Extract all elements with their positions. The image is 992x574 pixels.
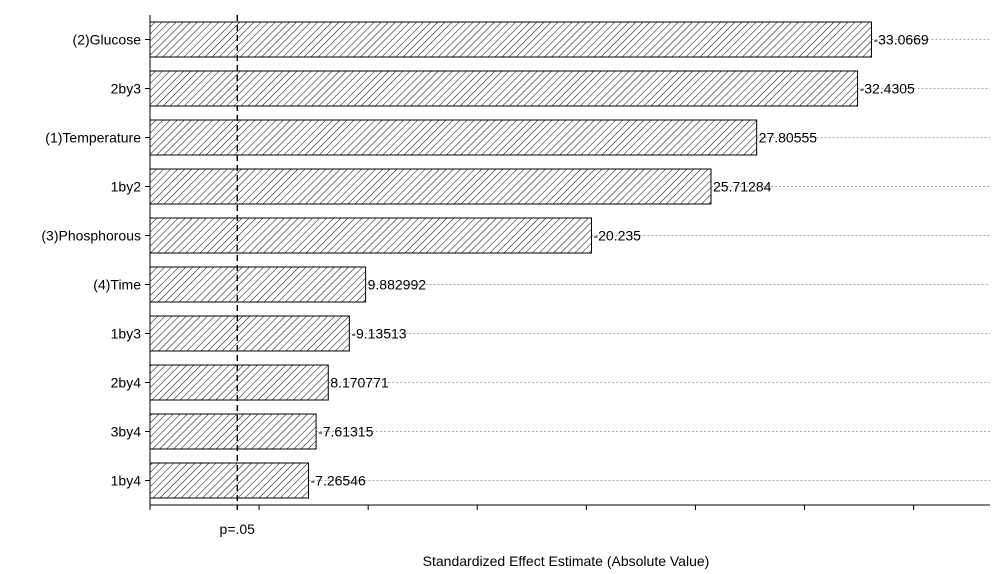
value-label-7: 8.170771 xyxy=(330,375,389,391)
value-label-9: -7.26546 xyxy=(311,473,366,489)
category-label-7: 2by4 xyxy=(111,375,142,391)
category-label-6: 1by3 xyxy=(111,326,142,342)
threshold-label: p=.05 xyxy=(220,521,256,537)
category-label-0: (2)Glucose xyxy=(73,32,142,48)
bar-1 xyxy=(149,70,859,107)
value-label-6: -9.13513 xyxy=(351,326,406,342)
value-label-0: -33.0669 xyxy=(873,32,928,48)
category-label-9: 1by4 xyxy=(111,473,142,489)
x-axis-title: Standardized Effect Estimate (Absolute V… xyxy=(423,553,710,569)
category-label-3: 1by2 xyxy=(111,179,142,195)
category-label-8: 3by4 xyxy=(111,424,142,440)
value-label-3: 25.71284 xyxy=(713,179,772,195)
bar-3 xyxy=(149,168,712,205)
category-label-4: (3)Phosphorous xyxy=(41,228,141,244)
bar-5 xyxy=(149,266,367,303)
bar-8 xyxy=(149,413,317,450)
bar-4 xyxy=(149,217,592,254)
value-label-5: 9.882992 xyxy=(368,277,427,293)
category-label-5: (4)Time xyxy=(93,277,141,293)
category-label-1: 2by3 xyxy=(111,81,142,97)
bar-2 xyxy=(149,119,758,156)
value-label-4: -20.235 xyxy=(593,228,641,244)
value-label-1: -32.4305 xyxy=(860,81,915,97)
bar-6 xyxy=(149,315,350,352)
category-label-2: (1)Temperature xyxy=(45,130,141,146)
bar-0 xyxy=(149,21,872,58)
value-label-2: 27.80555 xyxy=(759,130,818,146)
bar-7 xyxy=(149,364,329,401)
plot-area: (2)Glucose -33.0669 2by3 -32.4305 (1)Tempera… xyxy=(41,15,990,537)
value-label-8: -7.61315 xyxy=(318,424,373,440)
bar-9 xyxy=(149,462,310,499)
